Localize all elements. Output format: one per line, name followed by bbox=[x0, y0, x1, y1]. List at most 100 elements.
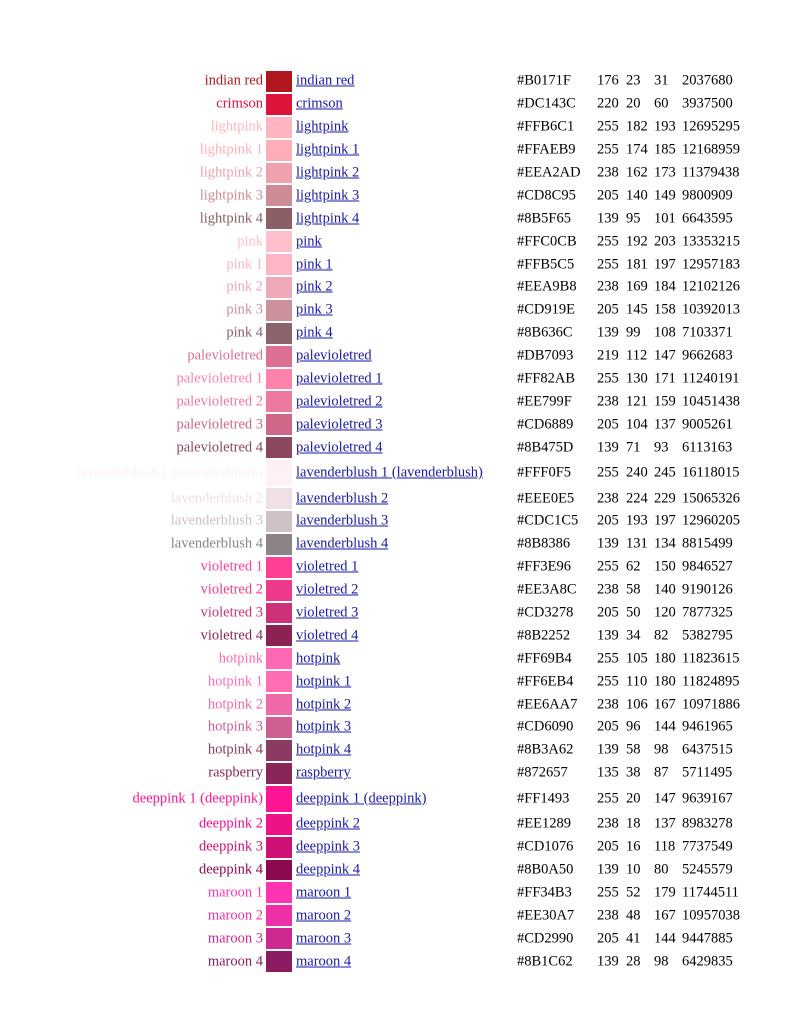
color-link[interactable]: pink 3 bbox=[296, 301, 333, 318]
color-swatch bbox=[266, 928, 292, 950]
color-link[interactable]: hotpink 1 bbox=[296, 673, 352, 690]
green-value: 18 bbox=[626, 815, 641, 832]
color-link[interactable]: violetred 4 bbox=[296, 627, 359, 644]
red-value: 139 bbox=[597, 741, 619, 758]
decimal-value: 10451438 bbox=[682, 393, 740, 410]
color-link[interactable]: pink bbox=[296, 233, 322, 250]
color-name-label: deeppink 4 bbox=[198, 861, 263, 878]
color-link[interactable]: palevioletred 1 bbox=[296, 370, 383, 387]
color-row: maroon 2 maroon 2 #EE30A7 238 48 167 10957038 bbox=[0, 904, 791, 927]
decimal-value: 9190126 bbox=[682, 581, 733, 598]
color-link[interactable]: crimson bbox=[296, 95, 343, 112]
color-swatch bbox=[266, 511, 292, 532]
color-row: pink 4 pink 4 #8B636C 139 99 108 7103371 bbox=[0, 322, 791, 345]
hex-value: #FF69B4 bbox=[517, 650, 572, 667]
color-link[interactable]: palevioletred 2 bbox=[296, 393, 383, 410]
color-link[interactable]: lightpink bbox=[296, 118, 349, 135]
color-name-label: lightpink 2 bbox=[199, 164, 263, 181]
blue-value: 80 bbox=[654, 861, 669, 878]
color-row: hotpink 3 hotpink 3 #CD6090 205 96 144 9461965 bbox=[0, 716, 791, 739]
color-link[interactable]: violetred 3 bbox=[296, 604, 359, 621]
color-link[interactable]: pink 1 bbox=[296, 256, 333, 273]
red-value: 205 bbox=[597, 512, 619, 529]
color-link[interactable]: maroon 3 bbox=[296, 930, 352, 947]
blue-value: 140 bbox=[654, 581, 676, 598]
decimal-value: 9005261 bbox=[682, 416, 733, 433]
hex-value: #EE1289 bbox=[517, 815, 571, 832]
color-link[interactable]: deeppink 4 bbox=[296, 861, 361, 878]
color-name-label: palevioletred 1 bbox=[176, 370, 263, 387]
color-link[interactable]: deeppink 1 (deeppink) bbox=[296, 790, 427, 807]
color-link[interactable]: palevioletred bbox=[296, 347, 372, 364]
decimal-value: 5711495 bbox=[682, 764, 733, 781]
red-value: 255 bbox=[597, 118, 619, 135]
color-row: lavenderblush 2 lavenderblush 2 #EEE0E5 238… bbox=[0, 487, 791, 510]
blue-value: 167 bbox=[654, 696, 676, 713]
color-link[interactable]: hotpink bbox=[296, 650, 341, 667]
color-link[interactable]: hotpink 2 bbox=[296, 696, 352, 713]
color-link[interactable]: lavenderblush 2 bbox=[296, 490, 389, 507]
blue-value: 179 bbox=[654, 884, 676, 901]
color-link[interactable]: deeppink 3 bbox=[296, 838, 361, 855]
color-swatch bbox=[266, 762, 292, 784]
color-link[interactable]: hotpink 4 bbox=[296, 741, 352, 758]
color-row: pink 2 pink 2 #EEA9B8 238 169 184 12102126 bbox=[0, 276, 791, 299]
red-value: 255 bbox=[597, 141, 619, 158]
blue-value: 171 bbox=[654, 370, 676, 387]
color-link[interactable]: pink 4 bbox=[296, 324, 333, 341]
hex-value: #FF6EB4 bbox=[517, 673, 574, 690]
color-link[interactable]: raspberry bbox=[296, 764, 351, 781]
hex-value: #CD2990 bbox=[517, 930, 574, 947]
hex-value: #872657 bbox=[517, 764, 568, 781]
red-value: 255 bbox=[597, 233, 619, 250]
color-link[interactable]: maroon 1 bbox=[296, 884, 352, 901]
red-value: 205 bbox=[597, 187, 619, 204]
hex-value: #8B8386 bbox=[517, 535, 571, 552]
color-link[interactable]: lightpink 4 bbox=[296, 210, 360, 227]
hex-value: #EEE0E5 bbox=[517, 490, 575, 507]
green-value: 105 bbox=[626, 650, 648, 667]
color-row: palevioletred 4 palevioletred 4 #8B475D 139… bbox=[0, 436, 791, 459]
color-name-label: deeppink 1 (deeppink) bbox=[132, 790, 263, 807]
blue-value: 197 bbox=[654, 512, 676, 529]
decimal-value: 9639167 bbox=[682, 790, 733, 807]
color-link[interactable]: lightpink 1 bbox=[296, 141, 360, 158]
color-link[interactable]: lavenderblush 1 (lavenderblush) bbox=[296, 464, 483, 481]
color-link[interactable]: lavenderblush 4 bbox=[296, 535, 389, 552]
hex-value: #FFB5C5 bbox=[517, 256, 575, 273]
color-link[interactable]: hotpink 3 bbox=[296, 718, 352, 735]
color-swatch bbox=[266, 739, 292, 761]
decimal-value: 9800909 bbox=[682, 187, 733, 204]
color-link[interactable]: deeppink 2 bbox=[296, 815, 361, 832]
color-link[interactable]: violetred 1 bbox=[296, 558, 359, 575]
blue-value: 147 bbox=[654, 347, 676, 364]
color-link[interactable]: maroon 4 bbox=[296, 953, 352, 969]
color-row: violetred 4 violetred 4 #8B2252 139 34 82 5382… bbox=[0, 624, 791, 647]
blue-value: 203 bbox=[654, 233, 676, 250]
decimal-value: 11824895 bbox=[682, 673, 740, 690]
green-value: 110 bbox=[626, 673, 648, 690]
color-link[interactable]: indian red bbox=[296, 72, 355, 89]
red-value: 255 bbox=[597, 256, 619, 273]
decimal-value: 11744511 bbox=[682, 884, 739, 901]
color-swatch bbox=[266, 437, 292, 459]
decimal-value: 6429835 bbox=[682, 953, 733, 969]
color-link[interactable]: palevioletred 4 bbox=[296, 439, 383, 456]
red-value: 238 bbox=[597, 490, 619, 507]
green-value: 71 bbox=[626, 439, 641, 456]
red-value: 135 bbox=[597, 764, 619, 781]
color-swatch bbox=[266, 208, 292, 230]
color-link[interactable]: palevioletred 3 bbox=[296, 416, 383, 433]
color-link[interactable]: maroon 2 bbox=[296, 907, 352, 924]
color-row: palevioletred 3 palevioletred 3 #CD6889 205… bbox=[0, 413, 791, 436]
color-link[interactable]: lightpink 3 bbox=[296, 187, 360, 204]
color-name-label: hotpink 4 bbox=[207, 741, 263, 758]
color-link[interactable]: lightpink 2 bbox=[296, 164, 360, 181]
red-value: 205 bbox=[597, 718, 619, 735]
color-swatch bbox=[266, 71, 292, 92]
color-link[interactable]: pink 2 bbox=[296, 278, 333, 295]
hex-value: #FFB6C1 bbox=[517, 118, 575, 135]
blue-value: 184 bbox=[654, 278, 676, 295]
color-link[interactable]: violetred 2 bbox=[296, 581, 359, 598]
color-link[interactable]: lavenderblush 3 bbox=[296, 512, 389, 529]
